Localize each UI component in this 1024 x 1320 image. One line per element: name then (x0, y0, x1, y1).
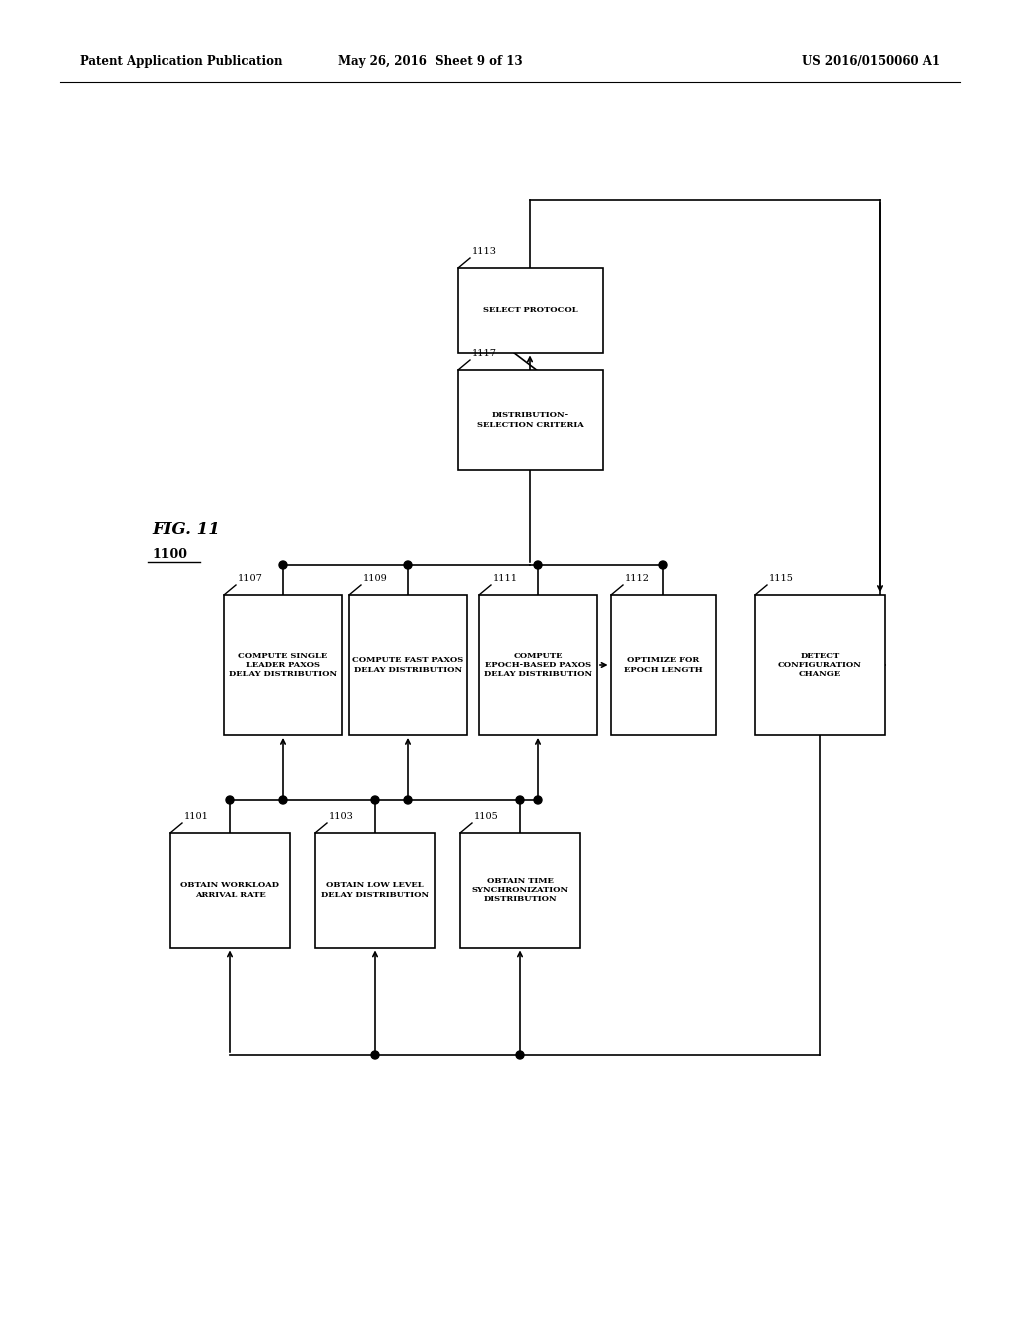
Text: US 2016/0150060 A1: US 2016/0150060 A1 (802, 55, 940, 69)
Circle shape (226, 796, 234, 804)
Circle shape (371, 1051, 379, 1059)
Text: 1113: 1113 (472, 247, 497, 256)
Bar (315, 833, 435, 948)
Bar (458, 268, 602, 352)
Text: Patent Application Publication: Patent Application Publication (80, 55, 283, 69)
Text: 1112: 1112 (625, 574, 650, 583)
Circle shape (371, 796, 379, 804)
Bar (224, 595, 342, 735)
Text: FIG. 11: FIG. 11 (152, 521, 220, 539)
Bar (458, 370, 602, 470)
Text: 1107: 1107 (238, 574, 263, 583)
Text: 1109: 1109 (362, 574, 388, 583)
Bar (170, 833, 290, 948)
Text: COMPUTE SINGLE
LEADER PAXOS
DELAY DISTRIBUTION: COMPUTE SINGLE LEADER PAXOS DELAY DISTRI… (229, 652, 337, 678)
Bar (479, 595, 597, 735)
Text: 1105: 1105 (474, 812, 499, 821)
Circle shape (516, 1051, 524, 1059)
Text: OBTAIN TIME
SYNCHRONIZATION
DISTRIBUTION: OBTAIN TIME SYNCHRONIZATION DISTRIBUTION (471, 876, 568, 903)
Text: DETECT
CONFIGURATION
CHANGE: DETECT CONFIGURATION CHANGE (778, 652, 862, 678)
Text: 1103: 1103 (329, 812, 354, 821)
Text: 1117: 1117 (472, 348, 497, 358)
Text: DISTRIBUTION-
SELECTION CRITERIA: DISTRIBUTION- SELECTION CRITERIA (476, 412, 584, 429)
Circle shape (279, 796, 287, 804)
Text: 1100: 1100 (153, 549, 187, 561)
Text: 1115: 1115 (769, 574, 794, 583)
Text: May 26, 2016  Sheet 9 of 13: May 26, 2016 Sheet 9 of 13 (338, 55, 522, 69)
Bar (460, 833, 580, 948)
Circle shape (404, 796, 412, 804)
Circle shape (404, 561, 412, 569)
Text: SELECT PROTOCOL: SELECT PROTOCOL (482, 306, 578, 314)
Circle shape (659, 561, 667, 569)
Text: 1101: 1101 (184, 812, 209, 821)
Text: 1111: 1111 (493, 574, 518, 583)
Text: OBTAIN WORKLOAD
ARRIVAL RATE: OBTAIN WORKLOAD ARRIVAL RATE (180, 882, 280, 899)
Text: OBTAIN LOW LEVEL
DELAY DISTRIBUTION: OBTAIN LOW LEVEL DELAY DISTRIBUTION (321, 882, 429, 899)
Text: COMPUTE
EPOCH-BASED PAXOS
DELAY DISTRIBUTION: COMPUTE EPOCH-BASED PAXOS DELAY DISTRIBU… (484, 652, 592, 678)
Circle shape (516, 796, 524, 804)
Bar (755, 595, 885, 735)
Text: OPTIMIZE FOR
EPOCH LENGTH: OPTIMIZE FOR EPOCH LENGTH (624, 656, 702, 673)
Bar (349, 595, 467, 735)
Text: COMPUTE FAST PAXOS
DELAY DISTRIBUTION: COMPUTE FAST PAXOS DELAY DISTRIBUTION (352, 656, 464, 673)
Circle shape (534, 796, 542, 804)
Circle shape (534, 561, 542, 569)
Bar (610, 595, 716, 735)
Circle shape (279, 561, 287, 569)
